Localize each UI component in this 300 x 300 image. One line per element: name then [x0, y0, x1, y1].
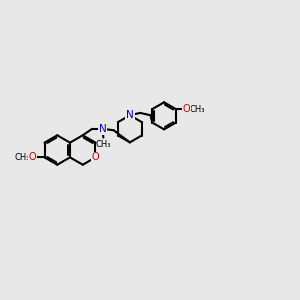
- Text: O: O: [183, 104, 190, 114]
- Text: N: N: [126, 110, 134, 120]
- Text: CH₃: CH₃: [14, 153, 30, 162]
- Text: O: O: [28, 152, 36, 162]
- Text: CH₃: CH₃: [190, 105, 206, 114]
- Text: CH₃: CH₃: [96, 140, 111, 149]
- Text: O: O: [92, 152, 99, 162]
- Text: N: N: [99, 124, 106, 134]
